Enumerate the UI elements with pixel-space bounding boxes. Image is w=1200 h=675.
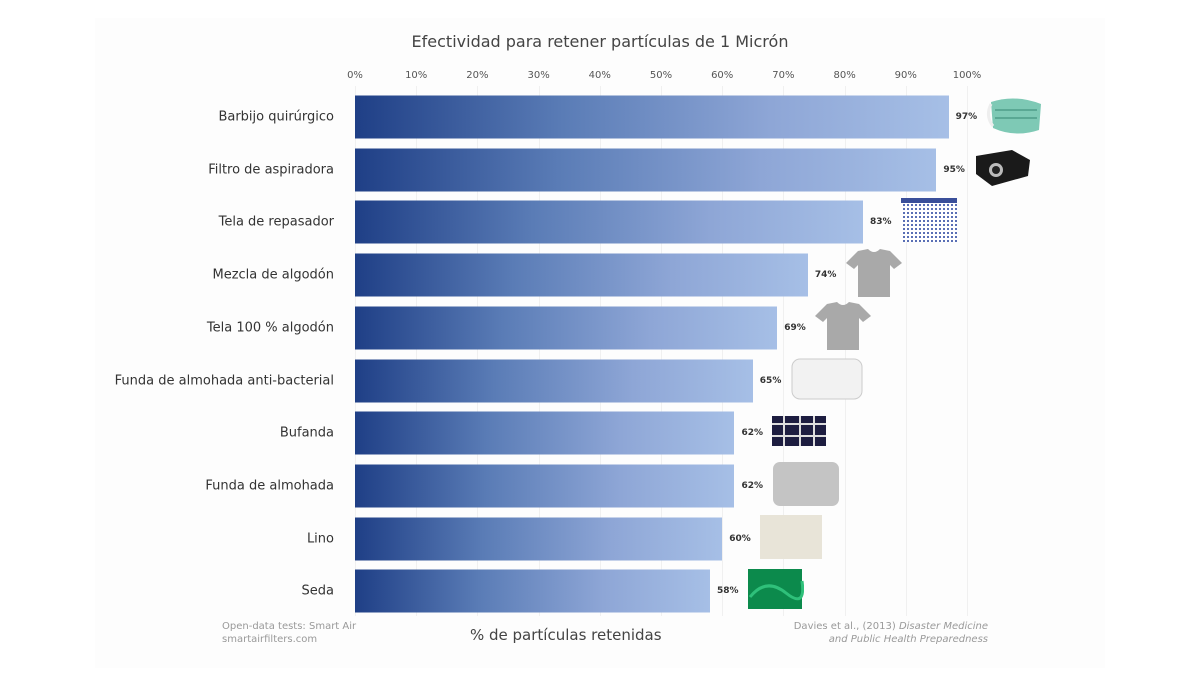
x-tick-label: 40% bbox=[588, 70, 611, 81]
gray-pillow-icon bbox=[770, 459, 842, 513]
x-tick-label: 30% bbox=[527, 70, 550, 81]
gridline bbox=[661, 86, 662, 616]
chart-title: Efectividad para retener partículas de 1… bbox=[411, 32, 789, 51]
gridline bbox=[477, 86, 479, 616]
gridline bbox=[722, 86, 724, 616]
data-label: 97% bbox=[955, 112, 978, 122]
gray-tshirt-icon bbox=[813, 300, 873, 356]
category-label: Tela de repasador bbox=[218, 214, 334, 230]
white-pillow-icon bbox=[789, 356, 865, 406]
data-label: 65% bbox=[759, 375, 782, 386]
reference-authors: Davies et al., (2013) bbox=[793, 621, 899, 632]
data-label: 62% bbox=[741, 480, 763, 491]
bar bbox=[355, 411, 735, 455]
category-label: Tela 100 % algodón bbox=[206, 320, 334, 336]
x-tick-label: 20% bbox=[466, 70, 489, 81]
x-tick-label: 100% bbox=[952, 70, 982, 81]
bar bbox=[355, 306, 778, 350]
gray-tshirt-icon bbox=[844, 247, 904, 303]
plaid-scarf-icon bbox=[770, 412, 830, 454]
gridline bbox=[844, 86, 846, 616]
data-label: 58% bbox=[716, 586, 739, 597]
vacuum-filter-icon bbox=[972, 146, 1034, 194]
gridline bbox=[416, 86, 418, 616]
category-label: Funda de almohada bbox=[205, 478, 334, 494]
bar bbox=[355, 253, 808, 297]
category-label: Bufanda bbox=[279, 425, 334, 441]
x-tick-label: 0% bbox=[347, 70, 363, 81]
bar bbox=[355, 148, 937, 192]
x-axis-label: % de partículas retenidas bbox=[470, 626, 662, 644]
data-label: 95% bbox=[943, 164, 965, 175]
bar bbox=[355, 517, 723, 561]
source-line-2: smartairfilters.com bbox=[222, 634, 318, 645]
gridline bbox=[905, 86, 907, 616]
data-label: 74% bbox=[814, 270, 837, 281]
linen-fabric-icon bbox=[758, 513, 824, 565]
category-label: Mezcla de algodón bbox=[212, 267, 334, 283]
green-silk-icon bbox=[746, 567, 805, 615]
checkered-towel-icon bbox=[899, 196, 959, 248]
gridline bbox=[538, 86, 540, 616]
gridline bbox=[355, 86, 356, 616]
category-label: Lino bbox=[306, 531, 334, 547]
bar bbox=[355, 464, 735, 508]
source-note: Open-data tests: Smart Air smartairfilte… bbox=[222, 620, 356, 646]
bar bbox=[355, 569, 710, 613]
category-label: Filtro de aspiradora bbox=[208, 162, 334, 178]
data-label: 60% bbox=[729, 533, 751, 544]
source-line-1: Open-data tests: Smart Air bbox=[222, 621, 357, 632]
category-label: Funda de almohada anti-bacterial bbox=[114, 373, 334, 388]
x-tick-label: 50% bbox=[649, 70, 673, 81]
gridline bbox=[599, 86, 601, 616]
bar bbox=[355, 359, 753, 402]
data-label: 83% bbox=[869, 217, 892, 228]
surgical-mask-icon bbox=[985, 90, 1047, 144]
x-tick-label: 90% bbox=[894, 70, 917, 81]
reference-journal-2: and Public Health Preparedness bbox=[828, 634, 988, 645]
gridline bbox=[783, 86, 785, 616]
reference-journal-1: Disaster Medicine bbox=[898, 621, 988, 632]
category-label: Barbijo quirúrgico bbox=[218, 109, 334, 125]
bar bbox=[355, 95, 949, 139]
x-tick-label: 10% bbox=[405, 70, 428, 81]
reference-note: Davies et al., (2013) Disaster Medicine … bbox=[794, 620, 988, 646]
x-tick-label: 80% bbox=[833, 70, 856, 81]
x-tick-label: 60% bbox=[711, 70, 734, 81]
gridline bbox=[967, 86, 968, 616]
category-label: Seda bbox=[301, 583, 334, 599]
data-label: 69% bbox=[784, 322, 806, 333]
bar bbox=[355, 200, 863, 244]
x-tick-label: 70% bbox=[772, 70, 795, 81]
data-label: 62% bbox=[741, 428, 763, 439]
